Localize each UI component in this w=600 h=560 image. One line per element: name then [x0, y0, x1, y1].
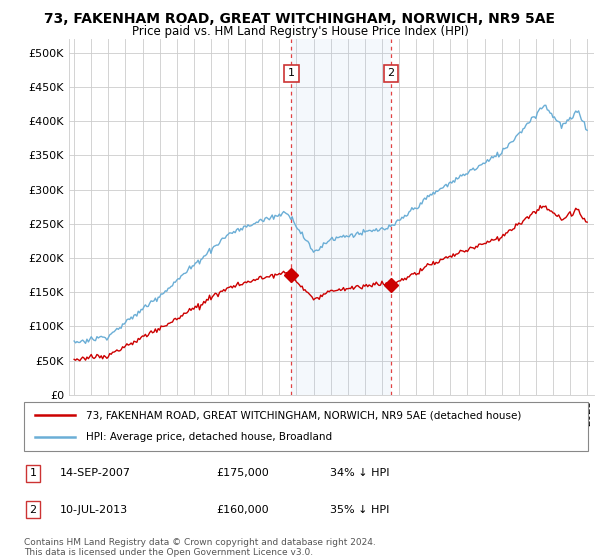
Bar	[292, 39, 391, 395]
Text: HPI: Average price, detached house, Broadland: HPI: Average price, detached house, Broa…	[86, 432, 332, 442]
Text: 34% ↓ HPI: 34% ↓ HPI	[330, 468, 389, 478]
Text: 1: 1	[29, 468, 37, 478]
Text: Price paid vs. HM Land Registry's House Price Index (HPI): Price paid vs. HM Land Registry's House …	[131, 25, 469, 38]
Text: £175,000: £175,000	[216, 468, 269, 478]
Text: 73, FAKENHAM ROAD, GREAT WITCHINGHAM, NORWICH, NR9 5AE: 73, FAKENHAM ROAD, GREAT WITCHINGHAM, NO…	[44, 12, 556, 26]
Text: £160,000: £160,000	[216, 505, 269, 515]
Text: 35% ↓ HPI: 35% ↓ HPI	[330, 505, 389, 515]
Text: Contains HM Land Registry data © Crown copyright and database right 2024.
This d: Contains HM Land Registry data © Crown c…	[24, 538, 376, 557]
Text: 73, FAKENHAM ROAD, GREAT WITCHINGHAM, NORWICH, NR9 5AE (detached house): 73, FAKENHAM ROAD, GREAT WITCHINGHAM, NO…	[86, 410, 521, 421]
Text: 2: 2	[29, 505, 37, 515]
Text: 14-SEP-2007: 14-SEP-2007	[60, 468, 131, 478]
Text: 1: 1	[288, 68, 295, 78]
Text: 2: 2	[388, 68, 395, 78]
Text: 10-JUL-2013: 10-JUL-2013	[60, 505, 128, 515]
FancyBboxPatch shape	[24, 402, 588, 451]
